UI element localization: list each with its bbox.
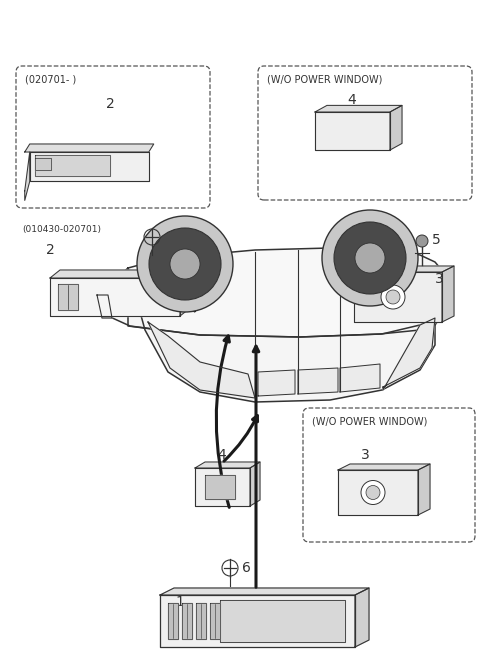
Circle shape: [322, 210, 418, 306]
Text: (010430-020701): (010430-020701): [22, 225, 101, 234]
Polygon shape: [250, 462, 260, 506]
Polygon shape: [442, 266, 454, 322]
Polygon shape: [315, 112, 390, 150]
Polygon shape: [383, 318, 435, 390]
Circle shape: [416, 235, 428, 247]
Polygon shape: [35, 158, 51, 171]
Circle shape: [355, 243, 385, 273]
Polygon shape: [160, 588, 369, 595]
Polygon shape: [168, 603, 178, 639]
Polygon shape: [50, 278, 180, 316]
Polygon shape: [196, 603, 206, 639]
Circle shape: [381, 285, 405, 309]
Polygon shape: [148, 322, 255, 398]
Polygon shape: [258, 370, 295, 396]
Circle shape: [386, 290, 400, 304]
Circle shape: [137, 216, 233, 312]
Polygon shape: [220, 600, 345, 642]
Polygon shape: [180, 270, 190, 316]
Polygon shape: [418, 464, 430, 515]
Polygon shape: [390, 106, 402, 150]
Polygon shape: [58, 284, 78, 310]
Polygon shape: [298, 368, 338, 394]
Text: (W/O POWER WINDOW): (W/O POWER WINDOW): [312, 417, 427, 427]
Text: (020701- ): (020701- ): [25, 75, 76, 85]
Polygon shape: [354, 272, 442, 322]
Text: 2: 2: [46, 243, 54, 257]
Polygon shape: [354, 266, 454, 272]
Polygon shape: [25, 152, 30, 200]
Polygon shape: [355, 588, 369, 647]
Text: 5: 5: [432, 233, 441, 247]
Polygon shape: [25, 144, 154, 152]
Polygon shape: [205, 475, 235, 499]
Polygon shape: [338, 470, 418, 515]
Polygon shape: [50, 270, 190, 278]
Polygon shape: [160, 595, 355, 647]
Polygon shape: [340, 364, 380, 392]
Text: (W/O POWER WINDOW): (W/O POWER WINDOW): [267, 75, 383, 85]
Text: 4: 4: [217, 448, 227, 462]
Circle shape: [170, 249, 200, 279]
Polygon shape: [195, 468, 250, 506]
Text: 2: 2: [106, 97, 114, 111]
Polygon shape: [128, 268, 435, 402]
Text: 3: 3: [435, 272, 444, 286]
Text: 6: 6: [242, 561, 251, 575]
Circle shape: [149, 228, 221, 300]
Text: 6: 6: [164, 230, 173, 244]
Polygon shape: [315, 106, 402, 112]
Circle shape: [361, 480, 385, 504]
Polygon shape: [30, 152, 149, 181]
Text: 4: 4: [348, 93, 356, 107]
Polygon shape: [182, 603, 192, 639]
Polygon shape: [97, 295, 112, 318]
Text: 1: 1: [176, 595, 184, 609]
Text: 3: 3: [360, 448, 370, 462]
Circle shape: [366, 485, 380, 499]
Polygon shape: [100, 248, 440, 337]
Circle shape: [334, 222, 406, 294]
Polygon shape: [338, 464, 430, 470]
Polygon shape: [35, 155, 110, 176]
Polygon shape: [210, 603, 220, 639]
Polygon shape: [195, 462, 260, 468]
